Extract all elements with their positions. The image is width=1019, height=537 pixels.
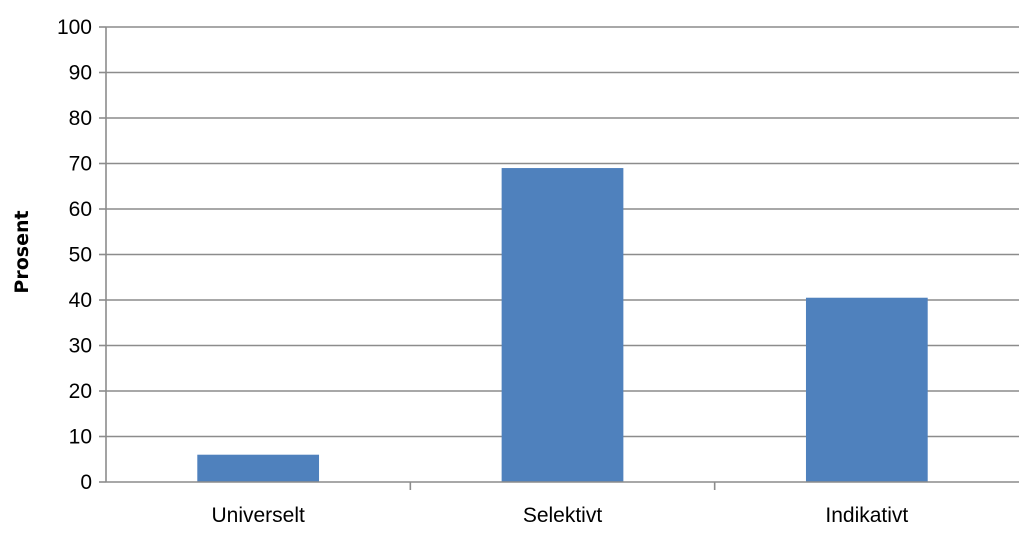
y-tick-label: 60: [69, 198, 92, 221]
bar-indikativt: [805, 297, 928, 482]
y-tick-label: 90: [69, 62, 92, 85]
bars: [197, 168, 928, 483]
x-axis-labels: Universelt Selektivt Indikativt: [211, 504, 908, 527]
y-axis-label: Prosent: [11, 210, 33, 293]
y-tick-label: 80: [69, 107, 92, 130]
x-axis: [105, 27, 1019, 490]
y-tick-label: 50: [69, 244, 92, 267]
y-axis-ticks: 0 10 20 30 40 50 60 70 80 90 100: [57, 16, 106, 494]
x-tick-label: Indikativt: [825, 504, 908, 527]
y-tick-label: 10: [69, 426, 92, 449]
y-tick-label: 40: [69, 289, 92, 312]
bar-selektivt: [501, 168, 624, 483]
y-tick-label: 0: [80, 471, 92, 494]
y-tick-label: 70: [69, 153, 92, 176]
x-tick-label: Selektivt: [523, 504, 603, 527]
bar-universelt: [197, 454, 320, 482]
y-tick-label: 30: [69, 335, 92, 358]
y-tick-label: 100: [57, 16, 92, 39]
y-tick-label: 20: [69, 380, 92, 403]
x-tick-label: Universelt: [211, 504, 305, 527]
